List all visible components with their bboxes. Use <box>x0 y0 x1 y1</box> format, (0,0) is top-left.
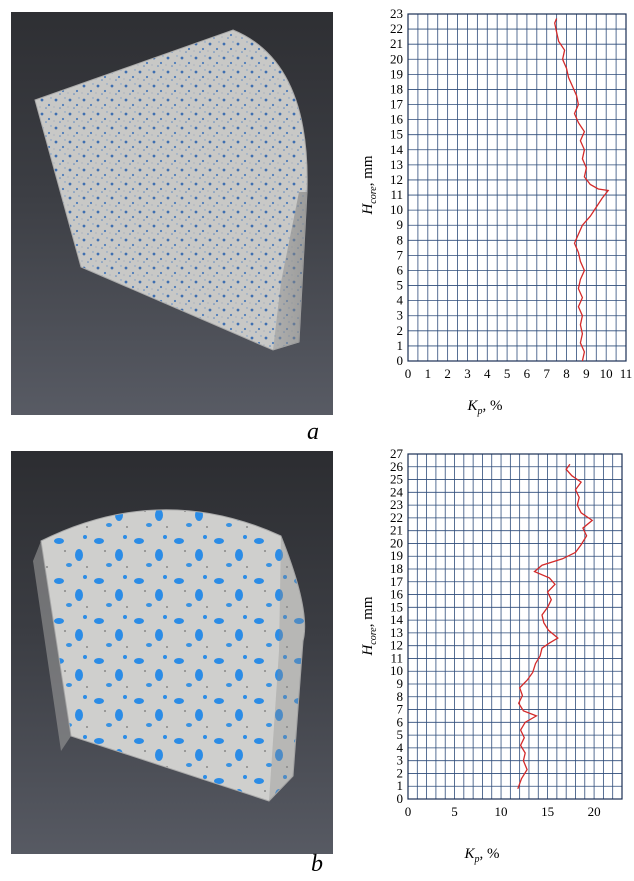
core-rendering-low-porosity-icon <box>34 29 308 351</box>
y-tick-label: 20 <box>390 535 403 550</box>
y-tick-label: 1 <box>397 778 404 793</box>
y-tick-label: 0 <box>397 791 404 806</box>
y-tick-label: 10 <box>390 663 403 678</box>
y-tick-label: 18 <box>390 81 403 96</box>
x-tick-label: 8 <box>563 366 570 381</box>
x-tick-label: 1 <box>425 366 432 381</box>
y-tick-label: 5 <box>397 727 404 742</box>
y-axis-title: Hcore, mm <box>360 596 379 656</box>
y-tick-label: 23 <box>390 497 403 512</box>
core-render-a <box>11 12 333 415</box>
y-tick-label: 2 <box>397 765 404 780</box>
x-axis-title: Kp, % <box>466 398 502 417</box>
y-tick-label: 19 <box>390 548 403 563</box>
x-tick-label: 0 <box>405 804 412 819</box>
y-tick-label: 21 <box>390 36 403 51</box>
y-tick-label: 25 <box>390 472 403 487</box>
x-tick-label: 10 <box>600 366 613 381</box>
x-tick-label: 3 <box>464 366 471 381</box>
chart-grid <box>407 13 627 362</box>
x-tick-label: 20 <box>588 804 601 819</box>
y-tick-label: 11 <box>390 650 403 665</box>
y-tick-label: 16 <box>390 112 404 127</box>
y-tick-label: 17 <box>390 574 404 589</box>
core-render-b <box>11 451 333 854</box>
core-rendering-high-porosity-icon <box>33 509 306 802</box>
y-tick-label: 11 <box>390 187 403 202</box>
panel-label-b: b <box>311 851 323 877</box>
y-tick-label: 26 <box>390 459 404 474</box>
y-tick-label: 17 <box>390 97 404 112</box>
chart-ticks: 0 1 2 3 4 5 6 7 8 9 10 1101234567891011121314151617… <box>390 6 632 381</box>
plot-frame <box>407 13 627 362</box>
chart-series <box>554 18 610 362</box>
y-tick-label: 22 <box>390 21 403 36</box>
y-tick-label: 4 <box>397 740 404 755</box>
y-tick-label: 8 <box>397 232 404 247</box>
porosity-chart-a: 0 1 2 3 4 5 6 7 8 9 10 1101234567891011121314151617… <box>360 6 632 417</box>
x-tick-label: 15 <box>541 804 554 819</box>
y-tick-label: 8 <box>397 689 404 704</box>
x-tick-label: 4 <box>484 366 491 381</box>
y-tick-label: 20 <box>390 51 403 66</box>
x-tick-label: 7 <box>543 366 550 381</box>
y-tick-label: 1 <box>397 338 404 353</box>
x-tick-label: 2 <box>444 366 451 381</box>
x-axis-title: Kp, % <box>463 846 499 865</box>
y-tick-label: 7 <box>397 247 404 262</box>
chart-ticks: 0 5 10 15 2001234567891011121314151617181920… <box>390 446 601 819</box>
x-tick-label: 5 <box>504 366 511 381</box>
y-tick-label: 2 <box>397 323 404 338</box>
y-tick-label: 6 <box>397 714 404 729</box>
y-tick-label: 27 <box>390 446 404 461</box>
y-tick-label: 4 <box>397 293 404 308</box>
panel-label-a: a <box>307 419 319 445</box>
y-tick-label: 21 <box>390 523 403 538</box>
y-tick-label: 12 <box>390 638 403 653</box>
y-tick-label: 13 <box>390 157 403 172</box>
x-tick-label: 10 <box>495 804 508 819</box>
y-axis-title: Hcore, mm <box>360 155 379 215</box>
x-tick-label: 5 <box>451 804 458 819</box>
chart-series <box>517 463 594 790</box>
y-tick-label: 9 <box>397 676 404 691</box>
y-tick-label: 10 <box>390 202 403 217</box>
x-tick-label: 9 <box>583 366 590 381</box>
y-tick-label: 3 <box>397 753 404 768</box>
x-tick-label: 6 <box>524 366 531 381</box>
y-tick-label: 16 <box>390 587 404 602</box>
y-tick-label: 19 <box>390 66 403 81</box>
y-tick-label: 3 <box>397 308 404 323</box>
plot-frame <box>407 453 623 800</box>
chart-axes <box>407 453 623 800</box>
chart-axes <box>407 13 627 362</box>
y-tick-label: 0 <box>397 353 404 368</box>
y-tick-label: 12 <box>390 172 403 187</box>
y-tick-label: 13 <box>390 625 403 640</box>
y-tick-label: 23 <box>390 6 403 21</box>
y-tick-label: 14 <box>390 142 404 157</box>
porosity-curve <box>517 463 594 790</box>
y-tick-label: 22 <box>390 510 403 525</box>
y-tick-label: 5 <box>397 278 404 293</box>
porosity-chart-b: 0 5 10 15 2001234567891011121314151617181920… <box>360 446 623 865</box>
x-tick-label: 11 <box>620 366 633 381</box>
y-tick-label: 15 <box>390 599 403 614</box>
y-tick-label: 6 <box>397 262 404 277</box>
y-tick-label: 14 <box>390 612 404 627</box>
x-tick-label: 0 <box>405 366 412 381</box>
porosity-curve <box>554 18 610 362</box>
y-tick-label: 24 <box>390 484 404 499</box>
y-tick-label: 9 <box>397 217 404 232</box>
y-tick-label: 18 <box>390 561 403 576</box>
y-tick-label: 15 <box>390 127 403 142</box>
y-tick-label: 7 <box>397 702 404 717</box>
chart-grid <box>407 453 623 800</box>
